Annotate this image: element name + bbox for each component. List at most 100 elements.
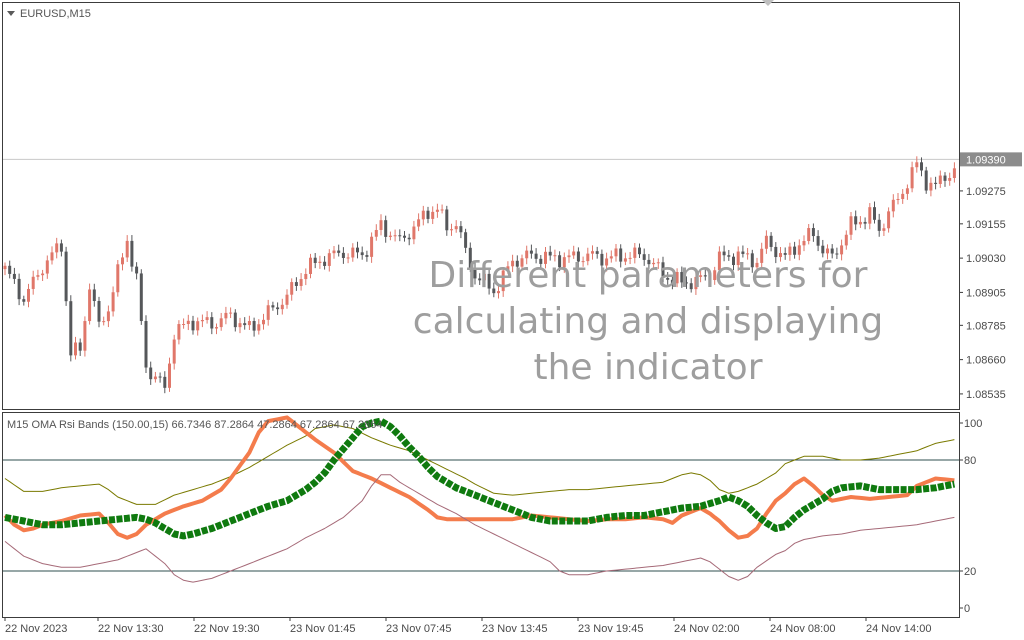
candle-body (102, 321, 106, 323)
candle-body (341, 252, 345, 258)
candle-body (619, 248, 623, 262)
candle-body (576, 251, 580, 262)
symbol-dropdown-icon[interactable] (7, 11, 15, 16)
candle-body (497, 291, 500, 294)
candle-body (887, 211, 891, 229)
candle-body (685, 282, 688, 284)
signal-line-series (4, 417, 956, 540)
candle-body (774, 246, 778, 258)
candle-body (844, 234, 848, 246)
candle-body (393, 235, 397, 237)
candle-body (515, 260, 519, 267)
candle-body (45, 260, 49, 274)
candle-body (915, 162, 919, 168)
candle-body (276, 307, 280, 310)
candle-body (807, 228, 811, 242)
candle-body (403, 235, 406, 238)
candle-body (501, 270, 505, 292)
candle-body (318, 261, 322, 263)
candle-body (713, 270, 717, 281)
time-tick-label: 24 Nov 14:00 (866, 623, 931, 635)
candle-body (168, 363, 171, 388)
candle-body (266, 305, 270, 320)
overlay-line-3: the indicator (534, 347, 763, 388)
candle-body (346, 257, 350, 259)
candle-body (764, 235, 768, 249)
candle-body (78, 342, 82, 351)
candle-body (431, 211, 435, 219)
candle-body (675, 272, 679, 284)
candle-body (351, 247, 355, 258)
candle-body (699, 275, 703, 277)
candle-body (746, 253, 750, 255)
candle-body (656, 262, 660, 264)
candle-body (31, 276, 35, 289)
candle-body (783, 253, 787, 255)
symbol-label: EURUSD,M15 (20, 8, 91, 20)
candle-body (280, 304, 284, 310)
candle-body (262, 319, 265, 325)
price-tick-label: 1.09155 (966, 219, 1006, 231)
candle-body (139, 273, 143, 322)
candle-body (891, 199, 895, 212)
candle-body (670, 279, 674, 284)
candle-body (41, 273, 45, 276)
candle-body (327, 253, 331, 266)
time-tick-label: 23 Nov 19:45 (578, 623, 643, 635)
candle-body (106, 311, 110, 322)
candle-body (849, 216, 853, 235)
candle-body (55, 243, 59, 253)
candle-body (877, 219, 881, 231)
candle-body (572, 251, 576, 256)
candle-body (450, 229, 453, 231)
candle-body (407, 237, 411, 240)
chart-shift-marker-icon[interactable] (762, 0, 774, 6)
candle-body (779, 253, 782, 258)
candle-body (196, 321, 200, 331)
candle-body (863, 221, 867, 224)
candle-body (642, 254, 646, 260)
candle-body (896, 199, 900, 201)
candle-body (238, 323, 242, 328)
candle-body (487, 273, 491, 289)
candle-body (482, 273, 486, 281)
candle-body (736, 251, 740, 266)
candle-body (97, 301, 101, 322)
candle-body (233, 312, 237, 328)
price-tick-label: 1.08905 (966, 287, 1006, 299)
candle-body (337, 250, 341, 253)
candle-body (760, 248, 764, 263)
candle-body (600, 253, 604, 266)
candle-body (562, 257, 566, 268)
candle-body (257, 324, 261, 331)
candle-body (534, 253, 538, 259)
candle-body (581, 261, 585, 263)
candle-body (50, 252, 54, 261)
candle-body (313, 257, 317, 263)
time-tick-label: 24 Nov 08:00 (770, 623, 835, 635)
candle-body (36, 275, 40, 277)
indicator-panel-frame (2, 412, 960, 618)
current-price-label: 1.09390 (966, 154, 1006, 166)
candle-body (595, 251, 599, 254)
candle-body (426, 210, 430, 219)
candle-body (412, 226, 416, 240)
fast-line-series (3, 415, 955, 540)
candle-body (652, 262, 656, 265)
candle-body (435, 209, 439, 212)
candle-body (88, 289, 92, 322)
candle-body (379, 220, 383, 230)
candle-body (271, 305, 275, 308)
candle-body (882, 228, 886, 231)
time-tick-label: 22 Nov 2023 (5, 623, 67, 635)
candle-body (59, 243, 63, 252)
candle-body (703, 275, 707, 277)
candle-body (558, 255, 562, 268)
indicator-tick-label: 100 (964, 418, 982, 430)
candle-body (22, 299, 26, 302)
candle-body (215, 327, 218, 329)
candle-body (153, 376, 157, 380)
candle-body (708, 276, 712, 281)
candle-body (680, 272, 684, 283)
candle-body (614, 248, 618, 257)
